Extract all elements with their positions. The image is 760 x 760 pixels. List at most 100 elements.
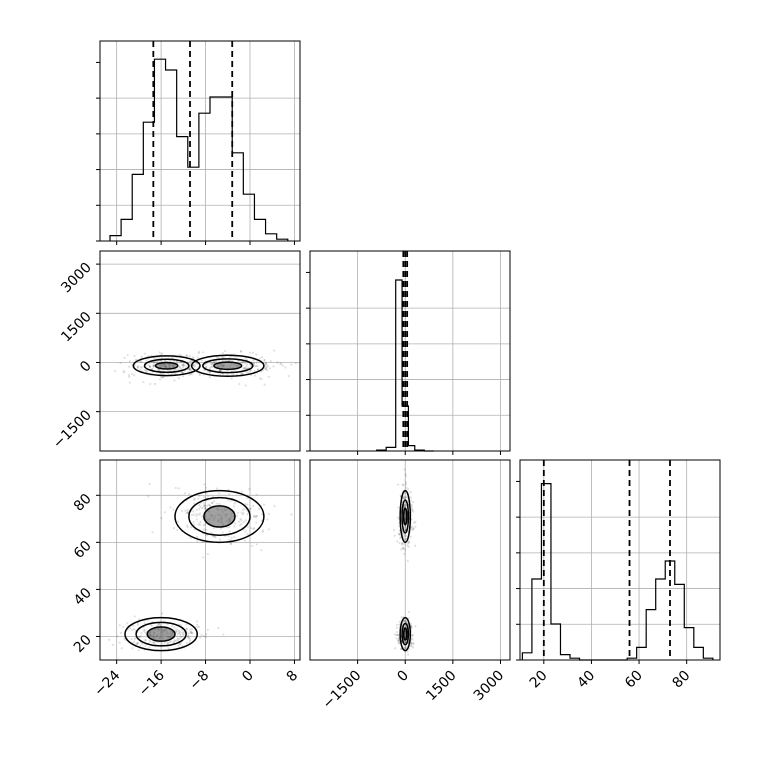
scatter-point (206, 628, 209, 632)
scatter-point (139, 366, 142, 369)
scatter-point (406, 544, 409, 547)
scatter-point (149, 640, 152, 644)
scatter-point (202, 502, 206, 505)
scatter-point (409, 622, 412, 625)
scatter-point (151, 641, 155, 644)
scatter-point (279, 363, 282, 366)
scatter-point (155, 361, 158, 364)
scatter-point (267, 528, 270, 531)
scatter-point (266, 518, 269, 521)
scatter-point (166, 642, 169, 645)
x-tick-label: 8 (284, 668, 302, 686)
scatter-point (396, 634, 399, 637)
scatter-point (144, 644, 147, 647)
scatter-point (206, 504, 209, 507)
scatter-point (402, 484, 405, 487)
scatter-point (178, 353, 181, 356)
scatter-point (400, 542, 403, 545)
scatter-point (145, 359, 148, 362)
scatter-point (219, 369, 222, 372)
scatter-point (210, 362, 213, 365)
scatter-point (236, 373, 239, 376)
scatter-point (404, 620, 407, 624)
scatter-point (264, 361, 267, 364)
scatter-point (400, 616, 403, 619)
scatter-point (240, 490, 243, 493)
scatter-point (166, 641, 169, 645)
scatter-point (203, 504, 206, 507)
scatter-point (410, 505, 413, 508)
scatter-point (404, 481, 408, 484)
scatter-point (412, 642, 415, 646)
scatter-point (273, 505, 276, 508)
scatter-point (174, 486, 177, 490)
scatter-point (403, 542, 406, 546)
scatter-point (224, 349, 227, 353)
scatter-point (294, 362, 297, 365)
scatter-point (412, 510, 415, 513)
scatter-point (192, 513, 195, 516)
scatter-point (405, 483, 408, 486)
scatter-point (403, 468, 406, 471)
scatter-point (186, 511, 189, 514)
scatter-point (411, 508, 414, 512)
scatter-point (263, 358, 266, 362)
scatter-point (403, 538, 406, 542)
scatter-point (140, 631, 143, 634)
scatter-point (260, 549, 263, 552)
scatter-point (179, 635, 182, 638)
scatter-point (178, 632, 181, 635)
scatter-point (139, 368, 142, 371)
scatter-point (244, 502, 247, 506)
scatter-point (189, 367, 192, 370)
scatter-point (409, 644, 413, 647)
scatter-point (280, 362, 283, 365)
scatter-point (172, 508, 175, 511)
scatter-point (260, 377, 263, 381)
scatter-point (218, 492, 221, 495)
scatter-point (202, 634, 206, 638)
scatter-point (398, 532, 401, 536)
scatter-point (181, 633, 184, 636)
scatter-point (404, 619, 407, 622)
scatter-point (233, 535, 236, 538)
scatter-point (212, 361, 215, 364)
scatter-point (181, 631, 184, 634)
scatter-point (186, 508, 189, 512)
scatter-point (188, 368, 191, 371)
scatter-point (173, 639, 176, 642)
scatter-point (187, 632, 190, 635)
scatter-point (145, 370, 148, 373)
scatter-point (188, 369, 191, 373)
scatter-point (410, 636, 413, 639)
scatter-point (120, 647, 123, 650)
scatter-point (196, 362, 199, 365)
scatter-point (398, 533, 401, 536)
scatter-point (400, 548, 403, 551)
scatter-point (182, 364, 185, 367)
scatter-point (404, 537, 407, 540)
scatter-point (404, 473, 407, 476)
scatter-point (409, 535, 412, 538)
scatter-point (179, 643, 182, 646)
scatter-point (272, 349, 276, 352)
scatter-point (160, 641, 163, 644)
scatter-point (108, 638, 111, 641)
scatter-point (411, 500, 415, 504)
scatter-point (242, 361, 245, 364)
scatter-point (253, 374, 257, 377)
contour-line (402, 627, 408, 641)
scatter-point (246, 533, 249, 536)
histogram-step (109, 58, 289, 241)
scatter-point (230, 536, 233, 539)
scatter-point (397, 641, 400, 644)
scatter-point (410, 642, 413, 645)
contour-line (202, 358, 254, 374)
scatter-point (175, 368, 178, 371)
scatter-point (136, 623, 140, 626)
scatter-point (158, 378, 162, 381)
scatter-point (134, 358, 137, 361)
y-tick-label: 20 (71, 632, 95, 656)
scatter-point (239, 349, 243, 353)
